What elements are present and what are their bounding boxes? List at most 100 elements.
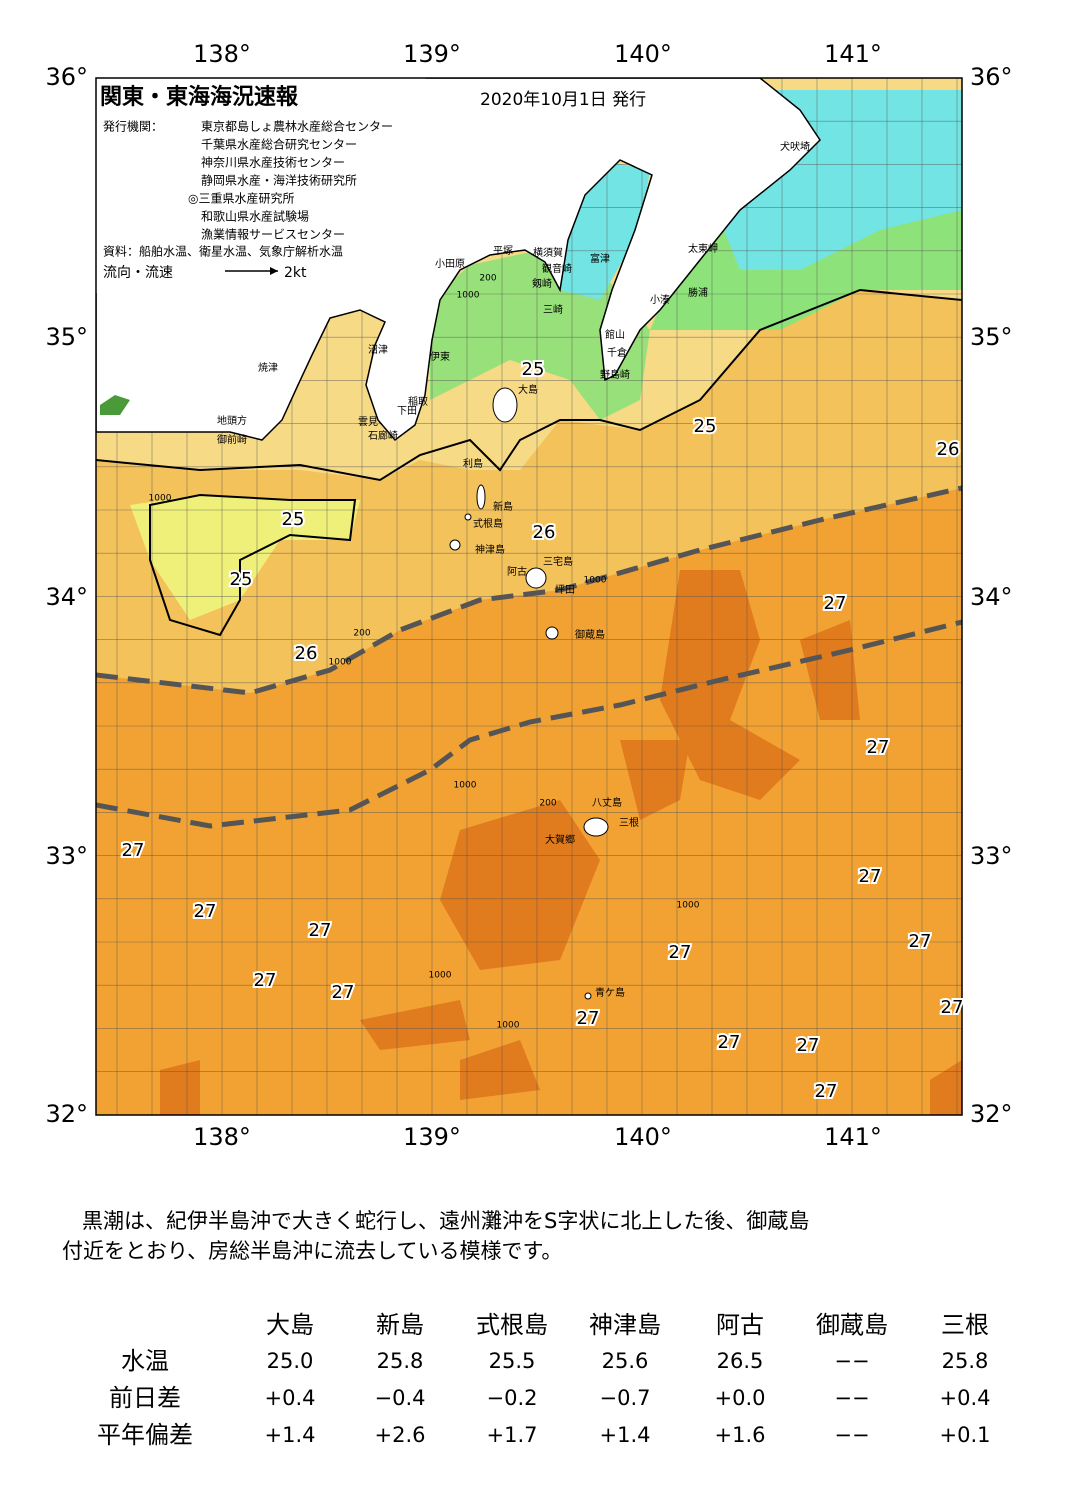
issuer: 和歌山県水産試験場 bbox=[201, 209, 309, 224]
table-header: 新島 bbox=[376, 1311, 424, 1339]
table-cell: −0.2 bbox=[487, 1386, 538, 1410]
place-name: 雲見 bbox=[358, 416, 378, 428]
lon-label: 141° bbox=[824, 40, 882, 68]
temperature-label: 27 bbox=[941, 997, 964, 1018]
temperature-label: 27 bbox=[815, 1081, 838, 1102]
lon-label: 140° bbox=[614, 1123, 672, 1151]
island bbox=[525, 567, 547, 589]
temperature-label: 25 bbox=[282, 509, 305, 530]
place-name: 三根 bbox=[619, 816, 639, 829]
lat-label: 35° bbox=[45, 323, 88, 351]
temperature-label: 25 bbox=[522, 359, 545, 380]
island bbox=[545, 626, 559, 640]
sea-hot bbox=[160, 570, 962, 1115]
depth-label: 200 bbox=[353, 629, 370, 639]
temperature-label: 26 bbox=[533, 522, 556, 543]
table-cell: −− bbox=[834, 1423, 869, 1447]
kuroshio-path bbox=[96, 619, 962, 829]
place-name: 剱崎 bbox=[532, 277, 552, 290]
lon-label: 140° bbox=[614, 40, 672, 68]
table-cell: 25.8 bbox=[942, 1349, 989, 1373]
temperature-label: 27 bbox=[909, 931, 932, 952]
issuer: 静岡県水産・海洋技術研究所 bbox=[201, 173, 357, 188]
depth-label: 1000 bbox=[329, 658, 352, 668]
description: 付近をとおり、房総半島沖に流去している模様です。 bbox=[62, 1239, 562, 1263]
place-name: 小湊 bbox=[650, 293, 670, 306]
lat-label: 36° bbox=[970, 63, 1013, 91]
table-cell: +1.6 bbox=[715, 1423, 766, 1447]
table-cell: 25.8 bbox=[377, 1349, 424, 1373]
place-name: 三崎 bbox=[543, 303, 563, 316]
island bbox=[464, 513, 472, 521]
depth-label: 1000 bbox=[677, 901, 700, 911]
place-name: 三宅島 bbox=[543, 555, 573, 568]
table-cell: −− bbox=[834, 1349, 869, 1373]
kuroshio-path bbox=[96, 485, 962, 696]
depth-label: 1000 bbox=[149, 494, 172, 504]
place-name: 下田 bbox=[397, 406, 417, 417]
depth-label: 1000 bbox=[429, 971, 452, 981]
table-cell: +0.1 bbox=[940, 1423, 991, 1447]
island bbox=[492, 387, 518, 423]
place-name: 沼津 bbox=[368, 343, 388, 356]
place-name: 御前崎 bbox=[217, 433, 247, 446]
place-name: 富津 bbox=[590, 252, 610, 265]
place-name: 阿古 bbox=[507, 565, 527, 578]
table-header: 阿古 bbox=[716, 1311, 764, 1339]
description: 黒潮は、紀伊半島沖で大きく蛇行し、遠州灘沖をS字状に北上した後、御蔵島 bbox=[82, 1209, 809, 1233]
lat-label: 32° bbox=[45, 1100, 88, 1128]
table-cell: +0.0 bbox=[715, 1386, 766, 1410]
depth-label: 1000 bbox=[497, 1021, 520, 1031]
temperature-label: 27 bbox=[194, 901, 217, 922]
place-name: 式根島 bbox=[473, 517, 503, 530]
temperature-label: 27 bbox=[867, 737, 890, 758]
table-header: 三根 bbox=[941, 1311, 989, 1339]
issuer-label: 発行機関： bbox=[103, 119, 163, 134]
lat-label: 35° bbox=[970, 323, 1013, 351]
depth-label: 1000 bbox=[454, 781, 477, 791]
map-title: 関東・東海海況速報 bbox=[100, 84, 299, 110]
depth-label: 1000 bbox=[457, 291, 480, 301]
lon-label: 139° bbox=[403, 40, 461, 68]
table-header: 大島 bbox=[266, 1311, 314, 1339]
temperature-label: 27 bbox=[577, 1008, 600, 1029]
place-name: 伊東 bbox=[430, 350, 450, 363]
place-name: 新島 bbox=[493, 500, 513, 513]
table-header: 御蔵島 bbox=[816, 1311, 888, 1339]
island bbox=[476, 484, 486, 510]
info-box bbox=[96, 78, 426, 293]
lon-label: 141° bbox=[824, 1123, 882, 1151]
table-cell: 25.5 bbox=[489, 1349, 536, 1373]
isotherm bbox=[149, 493, 357, 637]
table-cell: −− bbox=[834, 1386, 869, 1410]
lat-label: 34° bbox=[45, 583, 88, 611]
place-name: 館山 bbox=[605, 328, 625, 341]
island bbox=[583, 817, 609, 837]
issuer: ◎三重県水産研究所 bbox=[188, 191, 294, 206]
table-cell: +1.7 bbox=[487, 1423, 538, 1447]
map-date: 2020年10月1日 発行 bbox=[480, 90, 646, 110]
island bbox=[449, 539, 461, 551]
place-name: 勝浦 bbox=[688, 286, 708, 299]
temperature-label: 27 bbox=[254, 970, 277, 991]
lat-label: 33° bbox=[970, 842, 1013, 870]
table-cell: −0.4 bbox=[375, 1386, 426, 1410]
table-cell: −0.7 bbox=[600, 1386, 651, 1410]
depth-label: 200 bbox=[479, 274, 496, 284]
temperature-label: 27 bbox=[332, 982, 355, 1003]
place-name: 地頭方 bbox=[217, 414, 247, 427]
lon-label: 139° bbox=[403, 1123, 461, 1151]
legend-arrowhead bbox=[270, 267, 278, 275]
temperature-label: 27 bbox=[309, 920, 332, 941]
depth-label: 1000 bbox=[584, 576, 607, 586]
lat-label: 34° bbox=[970, 583, 1013, 611]
table-cell: 25.6 bbox=[602, 1349, 649, 1373]
lon-label: 138° bbox=[193, 1123, 251, 1151]
place-name: 野島崎 bbox=[600, 368, 630, 381]
place-name: 坪田 bbox=[555, 583, 575, 596]
temperature-label: 27 bbox=[797, 1035, 820, 1056]
table-header: 神津島 bbox=[589, 1311, 661, 1339]
temperature-label: 27 bbox=[669, 942, 692, 963]
table-cell: +1.4 bbox=[600, 1423, 651, 1447]
